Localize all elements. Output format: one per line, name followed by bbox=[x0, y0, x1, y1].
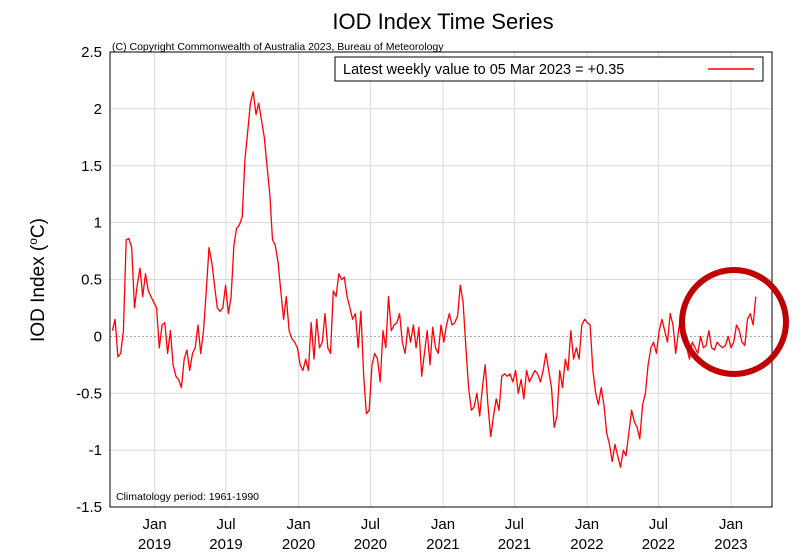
x-tick-label-year: 2021 bbox=[426, 536, 459, 553]
x-tick-label-year: 2021 bbox=[498, 536, 531, 553]
copyright-note: (C) Copyright Commonwealth of Australia … bbox=[112, 41, 444, 53]
x-tick-label-year: 2020 bbox=[282, 536, 315, 553]
x-tick-label-month: Jan bbox=[575, 516, 599, 533]
plot-frame bbox=[109, 51, 773, 508]
x-tick-labels: Jan 2019 Jul 2019 Jan 2020 Jul 2020 Jan 2021 Jul 20… bbox=[138, 516, 748, 553]
x-tick-label-month: Jul bbox=[361, 516, 380, 533]
climatology-note: Climatology period: 1961-1990 bbox=[116, 491, 259, 503]
legend-label: Latest weekly value to 05 Mar 2023 = +0.… bbox=[343, 62, 624, 78]
legend: Latest weekly value to 05 Mar 2023 = +0.… bbox=[334, 56, 764, 82]
y-axis-label-sup: o bbox=[26, 238, 40, 245]
y-tick-label: 1.5 bbox=[81, 158, 102, 175]
x-tick-label-month: Jan bbox=[431, 516, 455, 533]
x-tick-label-year: 2023 bbox=[714, 536, 747, 553]
y-tick-label: 0.5 bbox=[81, 272, 102, 289]
y-tick-label: -1 bbox=[89, 442, 102, 459]
y-tick-label: -1.5 bbox=[76, 499, 102, 516]
legend-box bbox=[334, 56, 764, 82]
y-tick-labels: 2.5 2 1.5 1 0.5 0 -0.5 -1 -1.5 bbox=[76, 44, 102, 516]
x-tick-label-month: Jul bbox=[505, 516, 524, 533]
y-tick-label: 2 bbox=[94, 101, 102, 118]
y-tick-label: 1 bbox=[94, 215, 102, 232]
iod-series-line bbox=[111, 91, 757, 468]
grid-lines bbox=[110, 51, 772, 508]
y-axis-label-tail: C) bbox=[28, 218, 49, 238]
x-tick-label-year: 2019 bbox=[138, 536, 171, 553]
highlight-circle bbox=[679, 267, 789, 377]
series-layer bbox=[111, 91, 757, 468]
x-tick-label-year: 2020 bbox=[354, 536, 387, 553]
y-axis-label-main: IOD Index ( bbox=[28, 244, 49, 342]
x-tick-label-year: 2019 bbox=[209, 536, 242, 553]
x-tick-label-month: Jul bbox=[216, 516, 235, 533]
y-axis-label: IOD Index (oC) bbox=[26, 218, 49, 342]
x-tick-label-month: Jan bbox=[286, 516, 310, 533]
x-tick-label-year: 2022 bbox=[570, 536, 603, 553]
x-tick-label-month: Jan bbox=[719, 516, 743, 533]
x-tick-label-month: Jan bbox=[142, 516, 166, 533]
y-tick-label: -0.5 bbox=[76, 385, 102, 402]
chart-title: IOD Index Time Series bbox=[332, 9, 553, 34]
y-tick-label: 0 bbox=[94, 328, 102, 345]
x-tick-label-month: Jul bbox=[649, 516, 668, 533]
x-tick-label-year: 2022 bbox=[642, 536, 675, 553]
y-tick-label: 2.5 bbox=[81, 44, 102, 61]
